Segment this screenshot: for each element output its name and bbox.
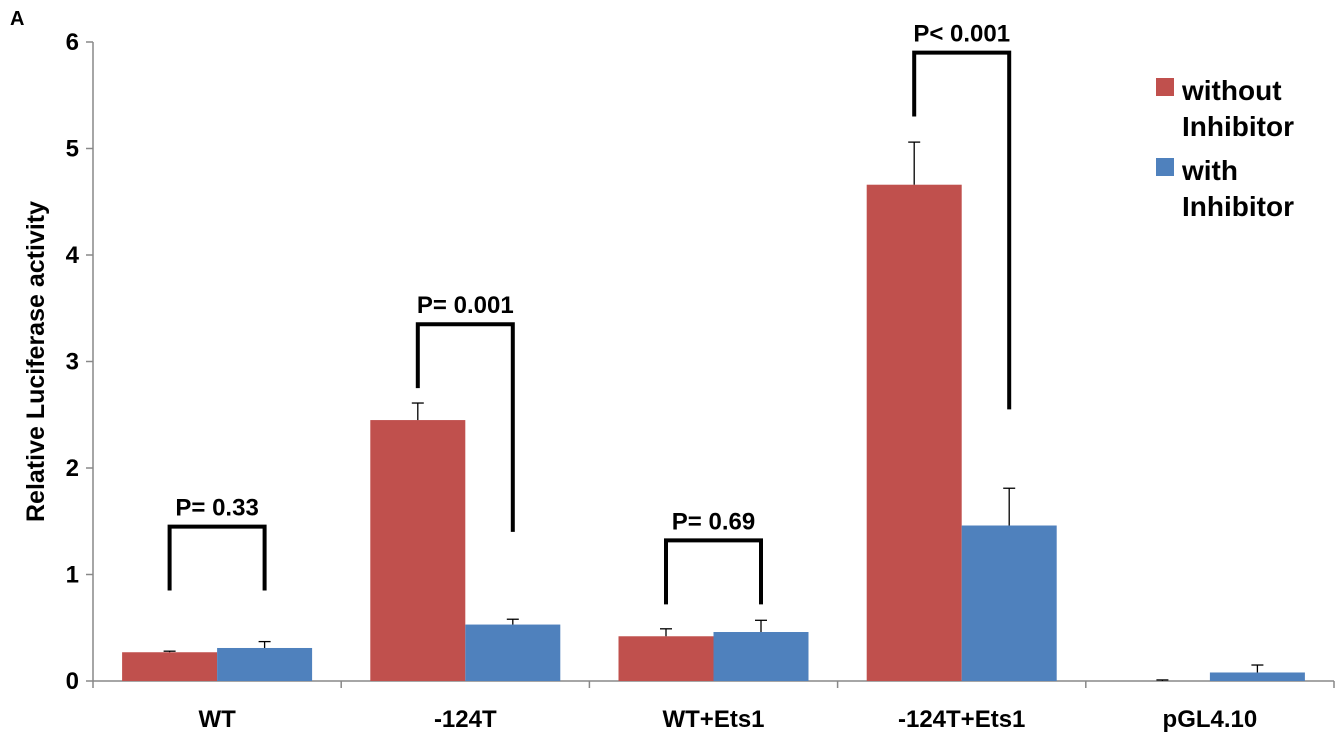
y-tick-label: 5 xyxy=(66,136,79,163)
legend-swatch-without-inhibitor xyxy=(1156,78,1174,96)
bar-without-inhibitor xyxy=(866,184,962,681)
legend-label: without xyxy=(1181,75,1282,106)
y-tick-label: 3 xyxy=(66,349,79,376)
y-tick-label: 0 xyxy=(66,668,79,695)
x-tick-label: -124T xyxy=(434,706,497,733)
legend-swatch-with-inhibitor xyxy=(1156,158,1174,176)
x-tick-label: WT xyxy=(198,706,236,733)
y-tick-label: 1 xyxy=(66,562,79,589)
x-tick-label: WT+Ets1 xyxy=(662,706,764,733)
significance-bracket xyxy=(415,322,515,532)
p-value-label: P= 0.001 xyxy=(417,292,514,319)
x-tick-label: -124T+Ets1 xyxy=(898,706,1025,733)
significance-bracket xyxy=(167,524,267,591)
bar-with-inhibitor xyxy=(465,624,561,681)
y-axis-label: Relative Luciferase activity xyxy=(22,201,50,522)
legend-label: Inhibitor xyxy=(1182,111,1294,142)
bar-with-inhibitor xyxy=(1209,672,1305,681)
legend-label: with xyxy=(1181,155,1238,186)
bar-with-inhibitor xyxy=(217,647,313,681)
significance-bracket xyxy=(912,50,1012,410)
y-tick-label: 6 xyxy=(66,29,79,56)
bar-without-inhibitor xyxy=(370,420,466,681)
bar-without-inhibitor xyxy=(122,652,218,681)
panel-label: A xyxy=(10,8,25,30)
legend-label: Inhibitor xyxy=(1182,191,1294,222)
p-value-label: P< 0.001 xyxy=(913,21,1010,48)
x-tick-label: pGL4.10 xyxy=(1163,706,1258,733)
bar-with-inhibitor xyxy=(961,525,1057,681)
p-value-label: P= 0.69 xyxy=(672,508,755,535)
p-value-label: P= 0.33 xyxy=(175,495,258,522)
bar-without-inhibitor xyxy=(618,636,714,681)
y-tick-label: 2 xyxy=(66,455,79,482)
significance-bracket xyxy=(664,538,763,605)
y-tick-label: 4 xyxy=(66,242,80,269)
bar-with-inhibitor xyxy=(713,632,809,681)
